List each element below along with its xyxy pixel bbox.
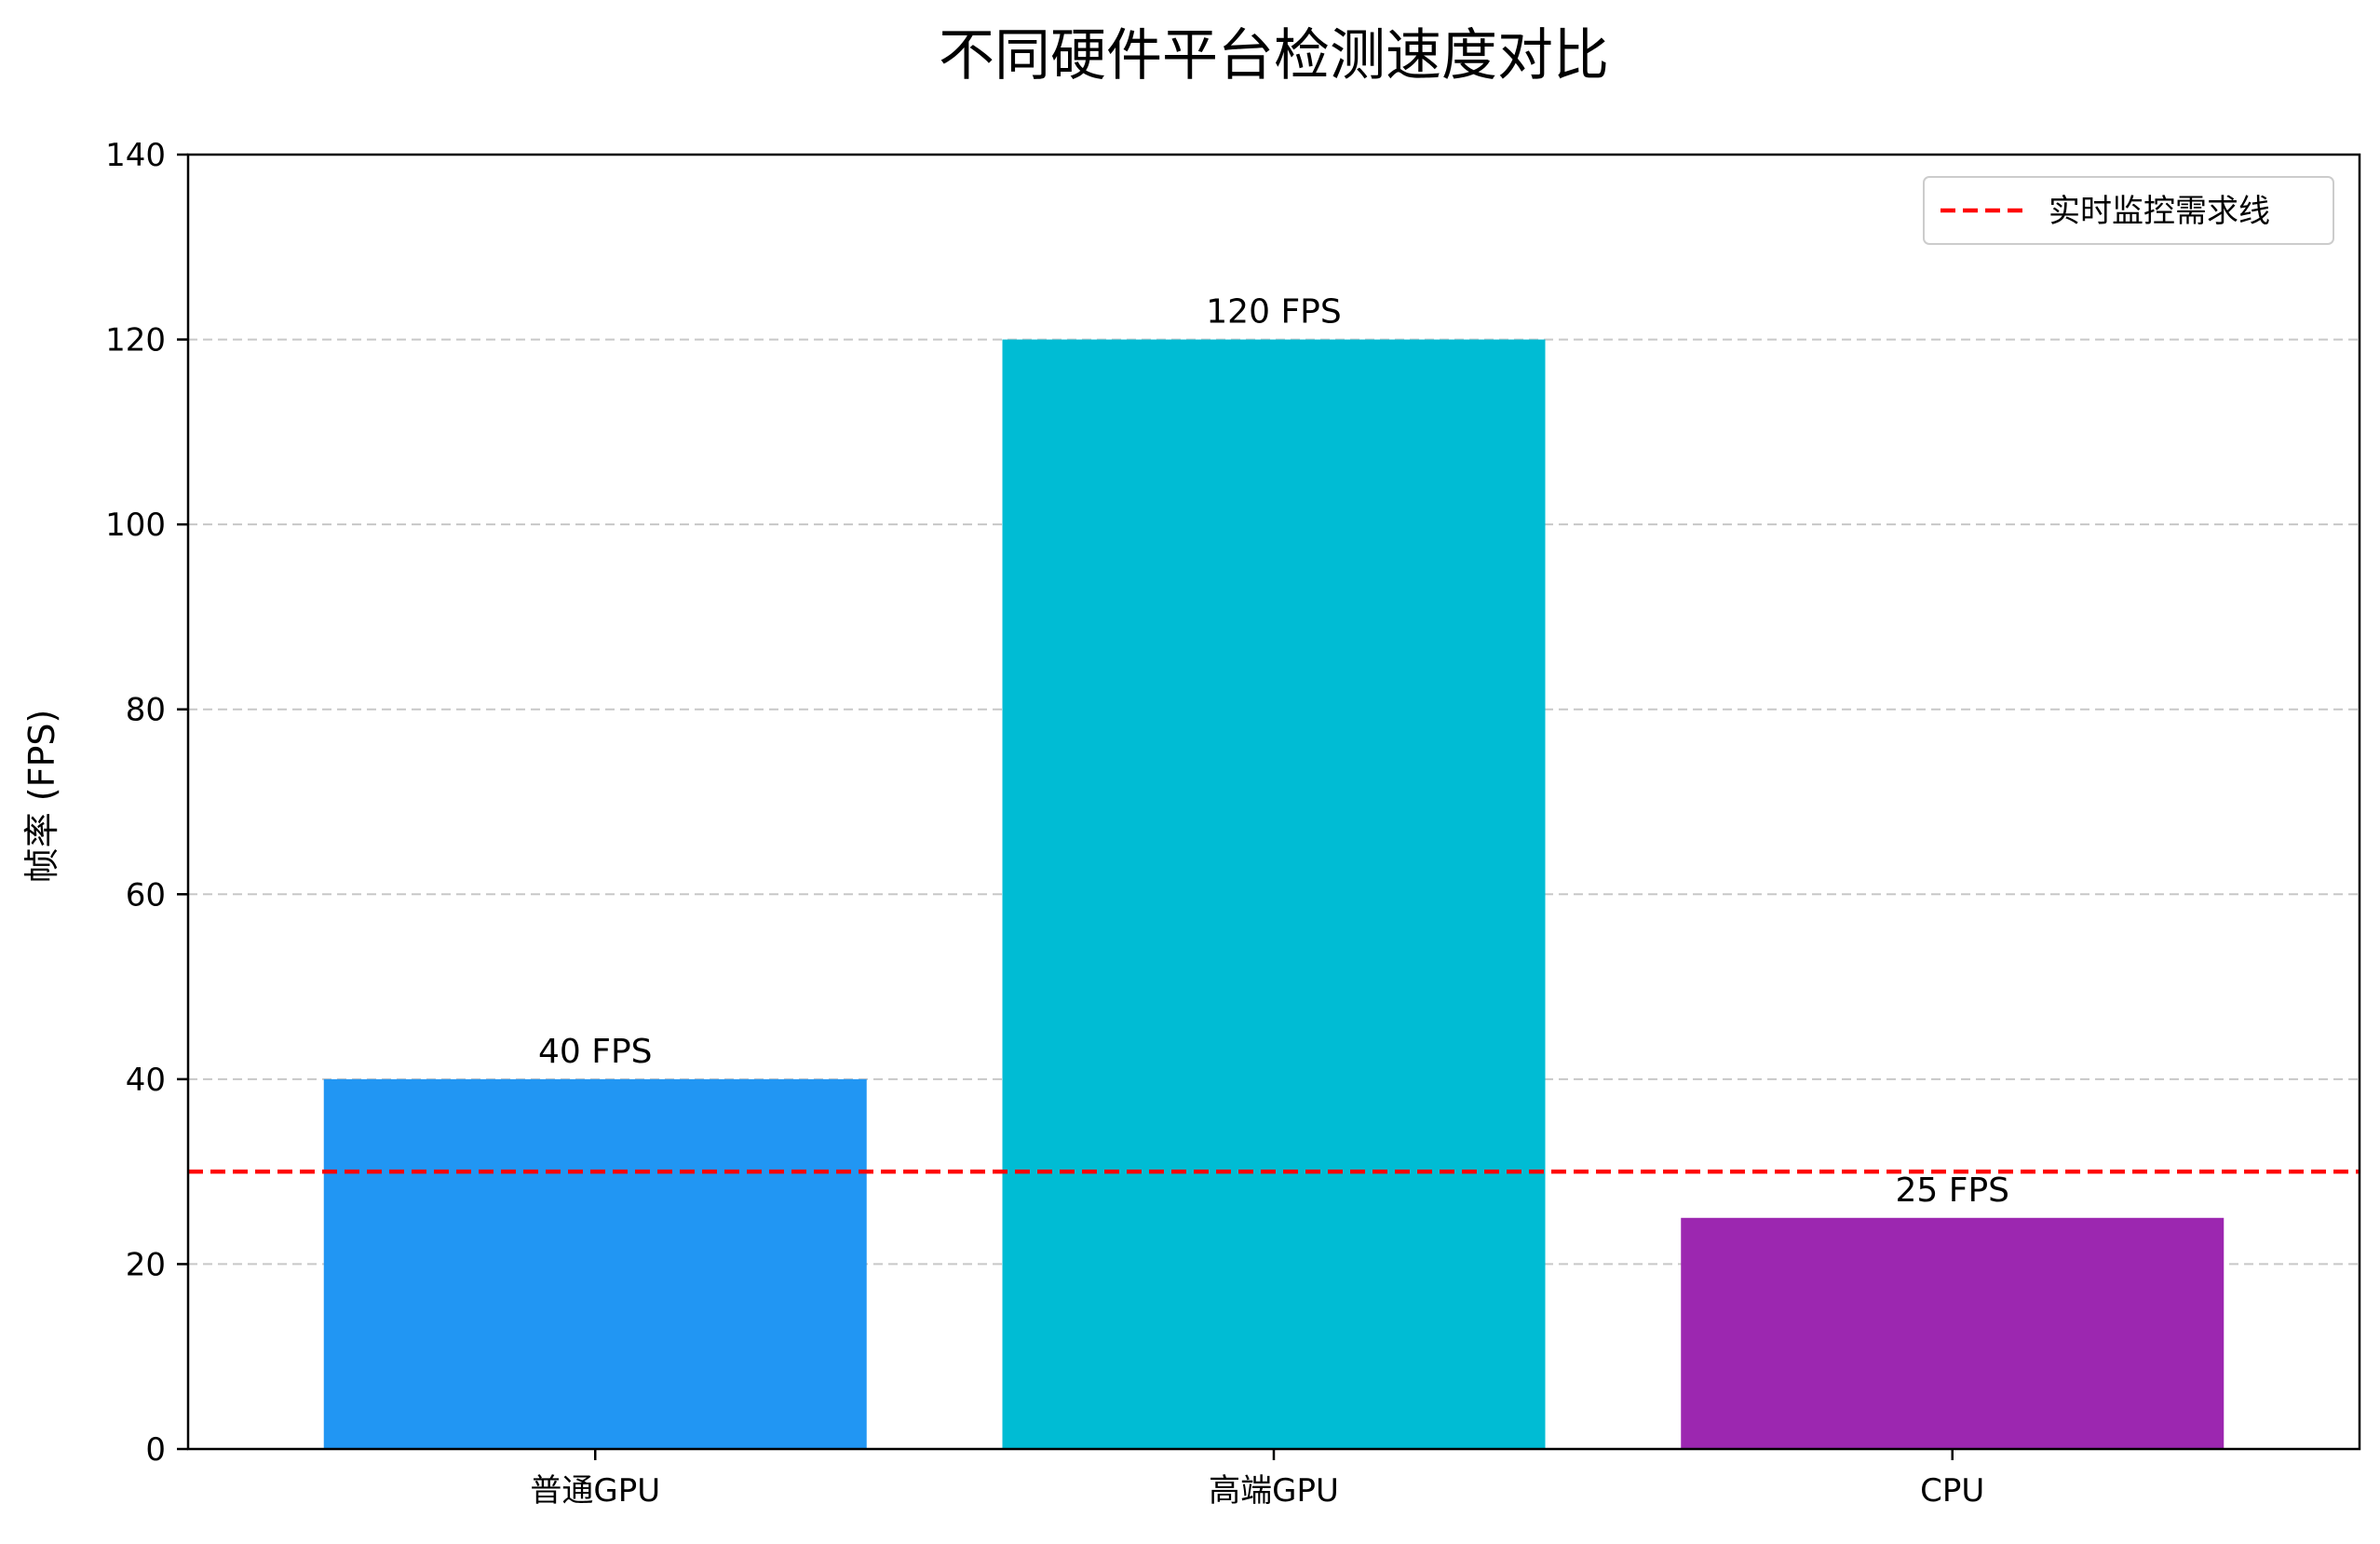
x-tick-label: CPU [1920, 1472, 1984, 1510]
y-axis-ticks: 0 20 40 60 80 100 120 140 [105, 137, 188, 1469]
y-tick-label: 40 [126, 1062, 166, 1099]
y-tick-label: 0 [145, 1431, 166, 1469]
x-tick-label: 普通GPU [530, 1472, 660, 1510]
bar [323, 1078, 867, 1449]
x-tick-label: 高端GPU [1209, 1472, 1339, 1510]
legend: 实时监控需求线 [1923, 176, 2334, 245]
bar-value-labels: 40 FPS 120 FPS 25 FPS [538, 293, 2009, 1210]
chart-title: 不同硬件平台检测速度对比 [939, 23, 1609, 88]
bar-value-label: 40 FPS [538, 1033, 653, 1071]
x-axis-ticks: 普通GPU 高端GPU CPU [530, 1449, 1984, 1510]
y-tick-label: 120 [105, 322, 166, 359]
y-tick-label: 60 [126, 876, 166, 914]
y-tick-label: 100 [105, 507, 166, 544]
bar-value-label: 120 FPS [1206, 293, 1341, 332]
y-axis-label: 帧率 (FPS) [21, 710, 62, 884]
y-tick-label: 20 [126, 1246, 166, 1283]
legend-box [1923, 176, 2334, 245]
y-tick-label: 80 [126, 692, 166, 729]
bars [323, 339, 2224, 1450]
bar-value-label: 25 FPS [1895, 1172, 2009, 1210]
legend-entry-reference-line: 实时监控需求线 [2049, 193, 2270, 230]
bar [1002, 339, 1546, 1450]
y-tick-label: 140 [105, 137, 166, 174]
bar [1681, 1217, 2224, 1449]
